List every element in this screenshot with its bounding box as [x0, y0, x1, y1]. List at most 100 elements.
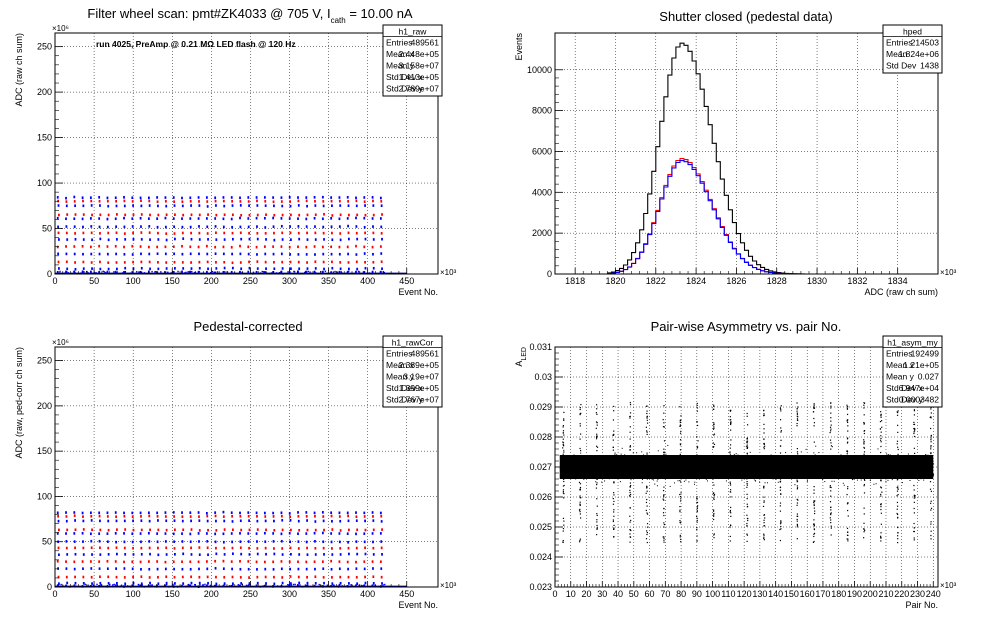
data-point: [695, 462, 697, 464]
data-point: [897, 456, 899, 459]
data-point: [247, 532, 250, 535]
data-point: [728, 465, 730, 467]
data-point: [913, 489, 915, 491]
data-point: [674, 468, 676, 470]
data-point: [930, 534, 932, 537]
data-point: [646, 523, 649, 525]
data-point: [90, 252, 93, 256]
data-point: [762, 475, 765, 477]
data-point: [730, 422, 732, 424]
data-point: [165, 213, 168, 217]
data-point: [891, 464, 893, 466]
data-point: [322, 252, 325, 256]
data-point: [181, 575, 184, 579]
data-point: [248, 582, 251, 585]
data-point: [321, 560, 324, 563]
data-point: [571, 465, 573, 467]
data-point: [98, 199, 101, 203]
data-point: [881, 455, 883, 457]
data-point: [239, 546, 242, 550]
y-axis-label: Events: [514, 33, 524, 61]
data-point: [684, 469, 686, 471]
data-point: [787, 458, 789, 460]
data-point: [252, 271, 255, 274]
data-point: [749, 469, 751, 471]
data-point: [569, 469, 571, 471]
data-point: [280, 539, 283, 543]
data-point: [646, 412, 648, 415]
data-point: [763, 486, 765, 488]
data-point: [911, 468, 913, 470]
data-point: [623, 468, 625, 470]
data-point: [694, 473, 696, 475]
data-point: [663, 526, 665, 528]
data-point: [148, 514, 151, 518]
data-point: [172, 245, 175, 248]
data-point: [256, 253, 258, 256]
data-point: [746, 446, 748, 448]
data-point: [878, 467, 880, 469]
data-point: [330, 271, 333, 274]
data-point: [880, 439, 882, 441]
data-point: [99, 575, 101, 579]
data-point: [930, 408, 932, 410]
stats-box-title: h1_rawCor: [392, 338, 434, 348]
data-point: [89, 217, 92, 220]
data-point: [248, 519, 250, 522]
data-point: [899, 467, 901, 469]
data-point: [58, 267, 60, 270]
data-point: [897, 517, 899, 519]
data-point: [207, 581, 209, 585]
data-point: [880, 413, 882, 415]
data-point: [116, 213, 118, 216]
data-point: [930, 466, 932, 468]
data-point: [781, 475, 783, 477]
data-point: [620, 457, 622, 459]
data-point: [338, 196, 341, 199]
data-point: [596, 527, 598, 530]
data-point: [563, 418, 565, 420]
data-point: [324, 270, 327, 272]
data-point: [89, 532, 92, 536]
data-point: [854, 471, 856, 473]
data-point: [713, 434, 715, 436]
data-point: [695, 456, 697, 458]
data-point: [732, 467, 734, 469]
data-point: [206, 225, 209, 229]
data-point: [933, 474, 935, 476]
data-point: [616, 454, 618, 456]
data-point: [705, 476, 707, 478]
data-point: [645, 492, 647, 494]
data-point: [592, 459, 594, 461]
data-point: [289, 567, 292, 571]
data-point: [863, 442, 865, 444]
data-point: [164, 252, 167, 256]
data-point: [928, 470, 930, 472]
data-point: [665, 463, 667, 465]
data-point: [630, 529, 632, 532]
data-point: [913, 495, 916, 497]
data-point: [222, 532, 225, 536]
data-point: [256, 237, 259, 241]
data-point: [107, 582, 110, 585]
data-point: [231, 231, 234, 235]
data-point: [612, 520, 614, 523]
data-point: [696, 421, 698, 423]
data-point: [648, 470, 650, 472]
data-point: [710, 477, 712, 479]
data-point: [673, 464, 675, 466]
data-point: [82, 581, 85, 585]
data-point: [561, 475, 563, 477]
data-point: [116, 528, 118, 531]
data-point: [891, 479, 893, 481]
data-point: [272, 196, 275, 199]
data-point: [222, 252, 225, 256]
data-point: [863, 423, 865, 425]
data-point: [864, 467, 866, 469]
data-point: [636, 463, 638, 465]
data-point: [65, 540, 68, 543]
data-point: [913, 421, 915, 423]
data-point: [720, 464, 722, 466]
data-point: [86, 270, 88, 273]
data-point: [333, 584, 335, 586]
